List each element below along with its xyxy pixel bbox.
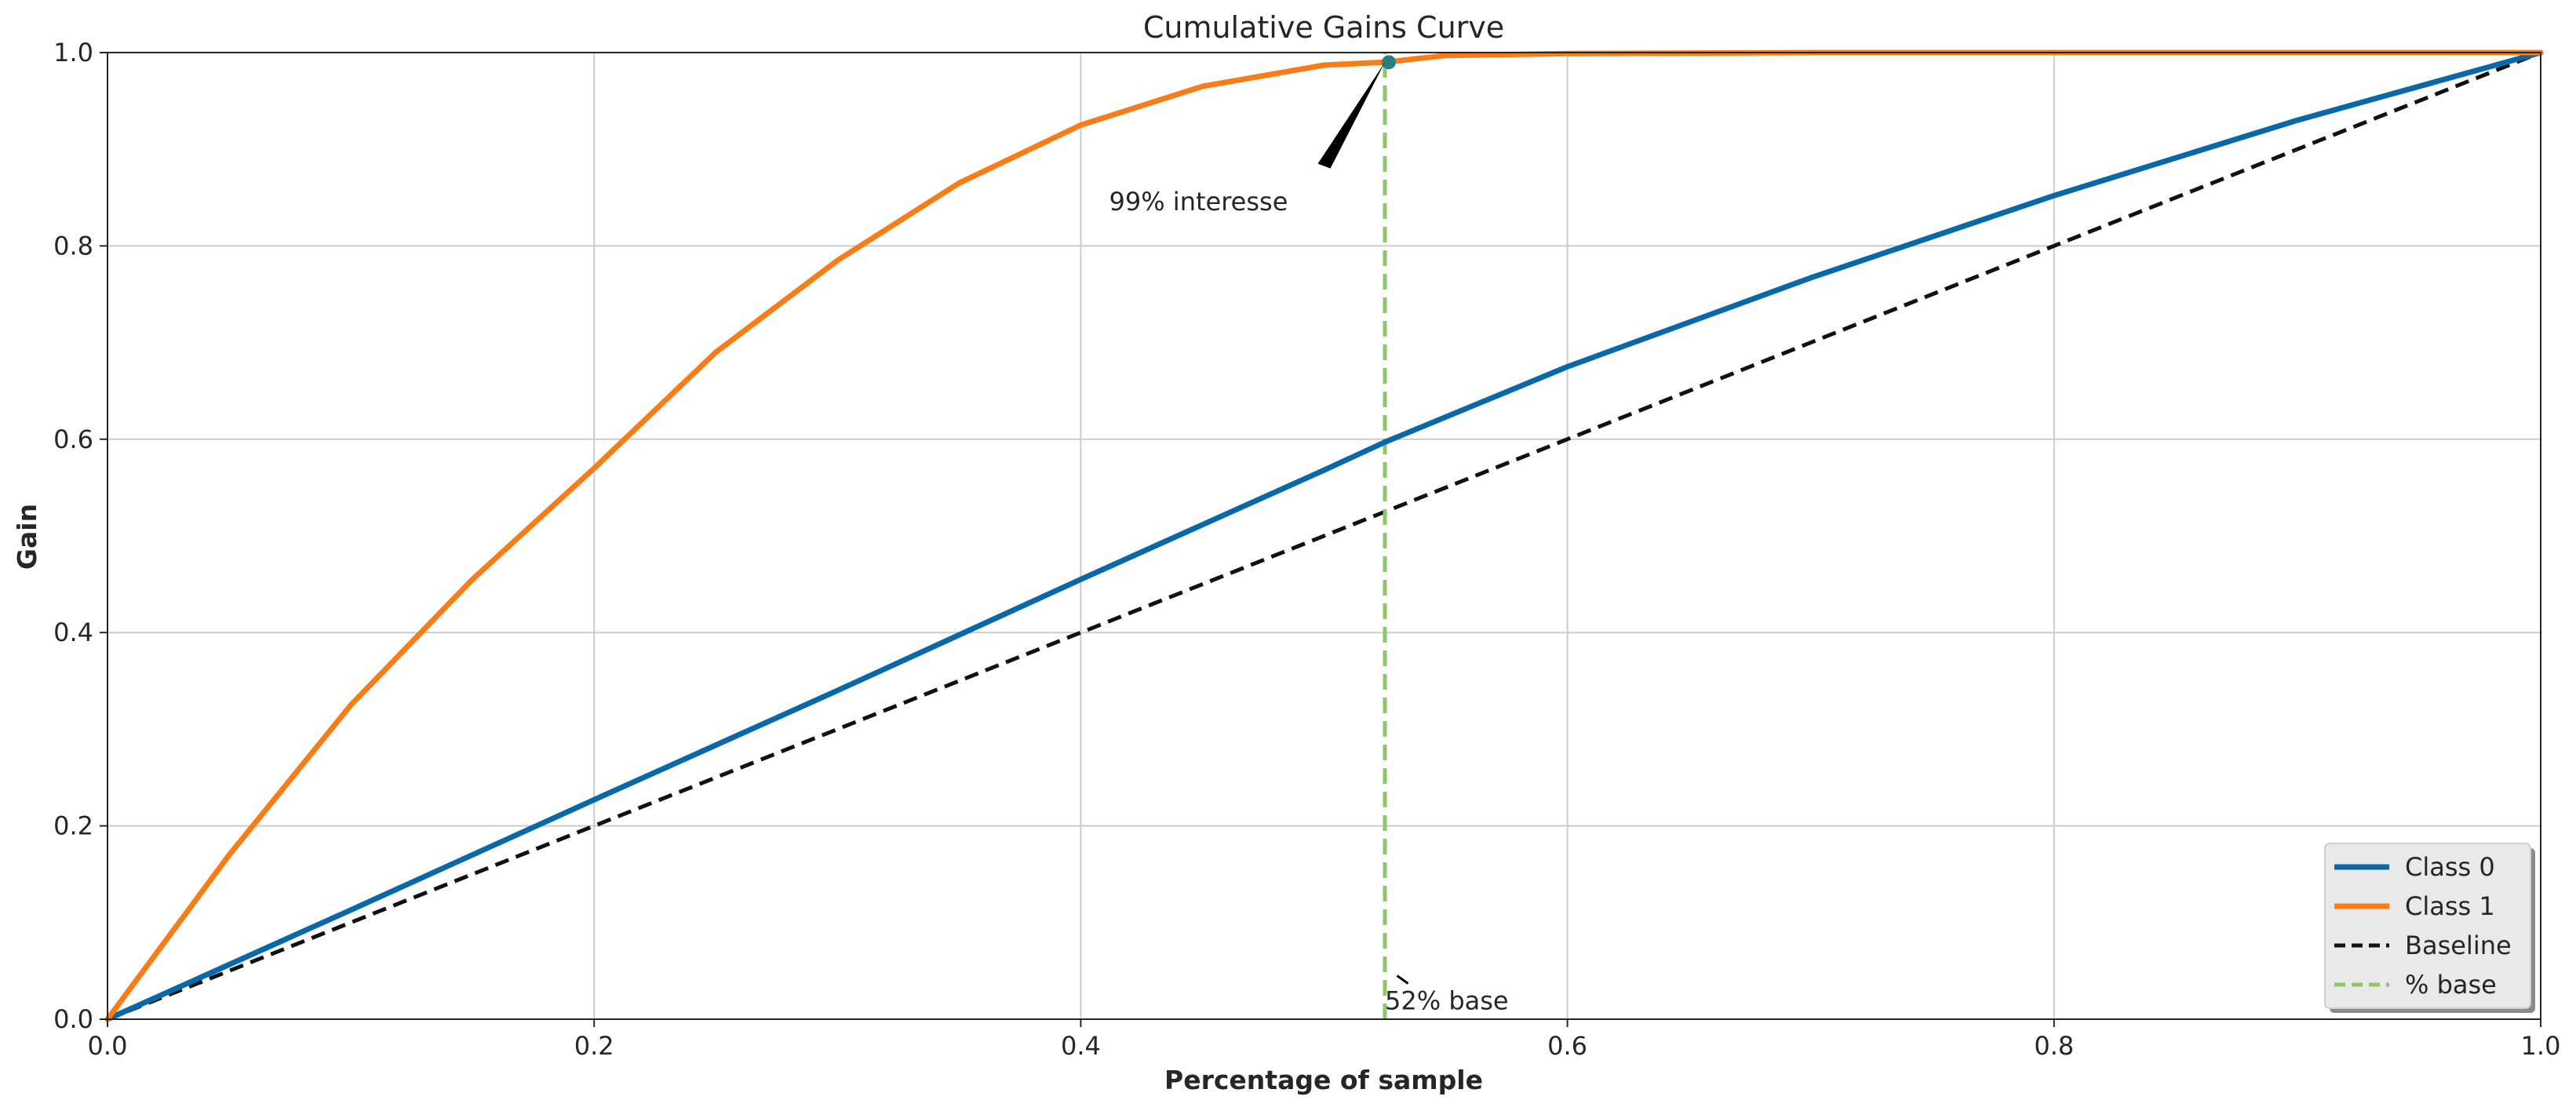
y-tick-label: 0.4 bbox=[53, 617, 93, 647]
y-axis-label: Gain bbox=[12, 504, 42, 570]
x-tick-label: 0.4 bbox=[1061, 1031, 1101, 1061]
plot-frame bbox=[107, 52, 2541, 1020]
axis-ticks: 0.0 0.2 0.4 0.6 0.8 1.0 0.0 0.2 0.4 0.6 0.8 1.0 bbox=[53, 38, 2560, 1061]
annotation-label: 99% interesse bbox=[1109, 187, 1288, 217]
y-tick-label: 0.6 bbox=[53, 424, 93, 454]
annotation-label: 52% base bbox=[1385, 986, 1509, 1016]
legend-label: % base bbox=[2405, 970, 2497, 1000]
annotation-arrow bbox=[1317, 62, 1386, 169]
legend-box bbox=[2324, 843, 2531, 1009]
series-lines bbox=[104, 49, 2544, 1022]
x-tick-label: 0.6 bbox=[1547, 1031, 1587, 1061]
x-tick-label: 0.8 bbox=[2034, 1031, 2074, 1061]
y-tick-label: 0.2 bbox=[53, 811, 93, 841]
y-tick-label: 1.0 bbox=[53, 38, 93, 67]
x-axis-label: Percentage of sample bbox=[1164, 1065, 1483, 1095]
x-tick-label: 0.0 bbox=[88, 1031, 128, 1061]
legend-label: Class 1 bbox=[2405, 891, 2495, 921]
legend: Class 0 Class 1 Baseline % base bbox=[2324, 843, 2535, 1013]
annotations: 99% interesse 52% base bbox=[1109, 62, 1509, 1016]
y-tick-label: 0.0 bbox=[53, 1004, 93, 1034]
marker-point bbox=[1382, 55, 1397, 70]
series-line-class-0 bbox=[104, 49, 2544, 1022]
x-tick-label: 0.2 bbox=[574, 1031, 614, 1061]
x-tick-label: 1.0 bbox=[2521, 1031, 2561, 1061]
y-tick-label: 0.8 bbox=[53, 231, 93, 260]
legend-label: Baseline bbox=[2405, 931, 2512, 960]
series-line-baseline bbox=[107, 50, 2541, 1022]
chart-title: Cumulative Gains Curve bbox=[1143, 10, 1504, 45]
annotation-arrow bbox=[1396, 974, 1409, 985]
legend-label: Class 0 bbox=[2405, 852, 2495, 882]
